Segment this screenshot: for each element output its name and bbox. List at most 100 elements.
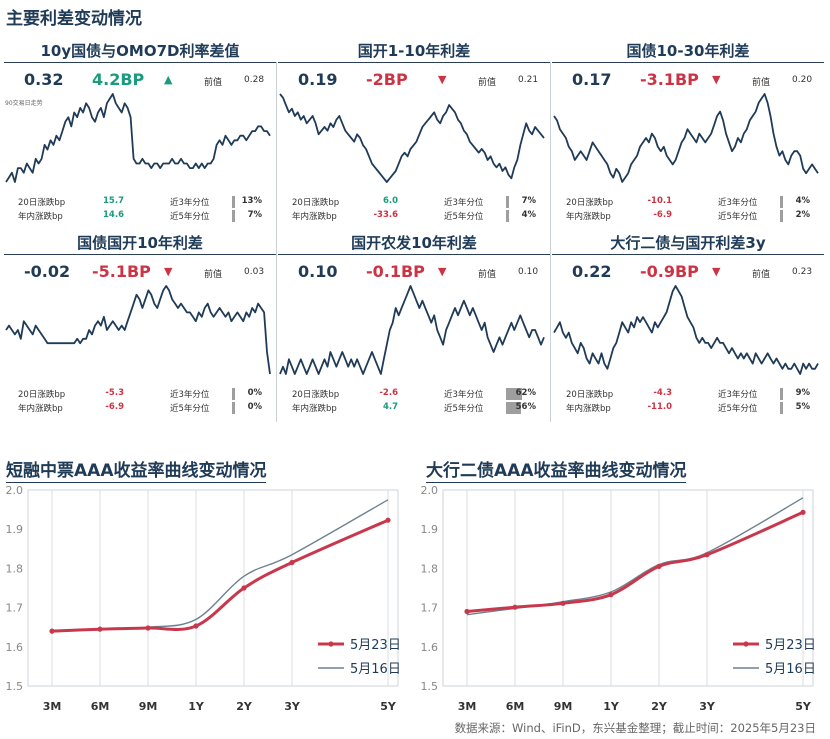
series-line-1: [466, 497, 804, 616]
legend-label: 5月23日: [350, 638, 401, 653]
prev-value: 0.10: [518, 267, 539, 277]
x-tick-label: 6M: [506, 700, 525, 713]
stat-label: 20日涨跌bp: [566, 198, 614, 208]
percentile-bar: [780, 402, 783, 414]
percentile-bar: [232, 402, 235, 414]
x-tick-label: 2Y: [651, 700, 668, 713]
percentile-label: 近3年分位: [718, 390, 758, 400]
legend-label: 5月16日: [350, 662, 401, 677]
spread-panel: 国开1-10年利差 0.19 -2BP ▼ 前值 0.21 20日涨跌bp 6.0 近3年分位 7…: [278, 40, 550, 222]
data-point: [193, 623, 199, 629]
percentile-bar: [232, 210, 235, 222]
y-tick-label: 1.8: [6, 562, 24, 575]
x-tick-label: 9M: [139, 700, 158, 713]
panel-rule: [4, 62, 276, 63]
data-point: [560, 600, 566, 606]
current-value: 0.32: [24, 70, 64, 89]
panel-divider: [550, 62, 551, 422]
percentile-value: 9%: [795, 388, 810, 398]
stat-label: 年内涨跌bp: [566, 404, 611, 414]
y-tick-label: 1.9: [6, 523, 24, 536]
prev-value: 0.03: [244, 267, 265, 277]
stat-label: 年内涨跌bp: [18, 212, 63, 222]
percentile-bar: [780, 388, 783, 400]
percentile-value: 0%: [247, 402, 262, 412]
data-point: [385, 517, 391, 523]
stat-value: -6.9: [653, 210, 672, 220]
sparkline-path: [279, 285, 545, 375]
stat-value: -6.9: [105, 402, 124, 412]
sparkline-path: [553, 285, 819, 375]
percentile-label: 近3年分位: [444, 198, 484, 208]
data-point: [97, 626, 103, 632]
x-tick-label: 3M: [458, 700, 477, 713]
stat-value: -11.0: [647, 402, 673, 412]
plot-frame: [27, 489, 399, 687]
y-tick-label: 1.5: [6, 680, 24, 693]
current-value: 0.17: [572, 70, 612, 89]
data-source-footer: 数据来源：Wind、iFinD，东兴基金整理；截止时间：2025年5月23日: [454, 721, 816, 735]
prev-label: 前值: [752, 78, 771, 88]
x-tick-label: 5Y: [795, 700, 812, 713]
x-tick-label: 2Y: [236, 700, 253, 713]
prev-value: 0.28: [244, 75, 265, 85]
percentile-bar: [232, 388, 235, 400]
percentile-value: 4%: [521, 210, 536, 220]
percentile-bar: [232, 196, 235, 208]
prev-label: 前值: [752, 270, 771, 280]
percentile-label: 近5年分位: [718, 212, 758, 222]
y-tick-label: 2.0: [421, 484, 439, 497]
percentile-bar: [506, 210, 509, 222]
stat-label: 20日涨跌bp: [18, 198, 66, 208]
change-value: -2BP: [366, 70, 408, 89]
prev-value: 0.21: [518, 75, 539, 85]
stat-label: 年内涨跌bp: [292, 212, 337, 222]
panel-rule: [4, 254, 276, 255]
trend-note: 90交易日走势: [5, 100, 43, 107]
legend-label: 5月16日: [765, 662, 816, 677]
data-point: [289, 559, 295, 566]
spread-panel: 10y国债与OMO7D利率差值 0.32 4.2BP ▲ 前值 0.28 90交易日走势 20…: [4, 40, 276, 222]
percentile-value: 7%: [247, 210, 262, 220]
down-arrow-icon: ▼: [438, 73, 447, 86]
curve-chart-title-1: 短融中票AAA收益率曲线变动情况: [6, 456, 267, 483]
down-arrow-icon: ▼: [712, 265, 721, 278]
current-value: 0.10: [298, 262, 338, 281]
down-arrow-icon: ▼: [712, 73, 721, 86]
prev-value: 0.23: [792, 267, 813, 277]
spread-panel: 国开农发10年利差 0.10 -0.1BP ▼ 前值 0.10 20日涨跌bp -2.6 近3年…: [278, 232, 550, 414]
stat-value: 6.0: [382, 196, 398, 206]
data-point: [608, 592, 614, 598]
panel-rule: [278, 62, 550, 63]
stat-label: 20日涨跌bp: [292, 390, 340, 400]
percentile-value: 56%: [515, 402, 536, 412]
stat-value: -33.6: [373, 210, 399, 220]
stat-value: -5.3: [105, 388, 124, 398]
panel-divider: [276, 62, 277, 422]
plot-frame: [442, 489, 814, 687]
sparkline-path: [5, 285, 271, 375]
y-tick-label: 1.7: [6, 602, 24, 615]
x-tick-label: 3Y: [699, 700, 716, 713]
percentile-label: 近5年分位: [170, 404, 210, 414]
panel-title: 大行二债与国开利差3y: [610, 234, 766, 252]
panel-title: 国债10-30年利差: [626, 42, 750, 60]
panel-rule: [552, 254, 824, 255]
percentile-value: 4%: [795, 196, 810, 206]
y-tick-label: 1.6: [6, 641, 24, 654]
curve-chart-bank-tier2: 1.5 1.6 1.7 1.8 1.9 2.0 3M 6M 9M 1Y 2Y 3Y 5Y 5月23日 5月1…: [421, 484, 816, 713]
x-tick-label: 3M: [43, 700, 62, 713]
percentile-label: 近5年分位: [444, 404, 484, 414]
percentile-bar: [780, 210, 783, 222]
series-line-1: [51, 499, 389, 633]
stat-label: 20日涨跌bp: [292, 198, 340, 208]
down-arrow-icon: ▼: [438, 265, 447, 278]
data-point: [656, 563, 662, 570]
percentile-label: 近3年分位: [170, 198, 210, 208]
percentile-bar: [506, 402, 521, 414]
sparkline-path: [553, 93, 819, 183]
percentile-bar: [506, 388, 522, 400]
spread-panel: 大行二债与国开利差3y 0.22 -0.9BP ▼ 前值 0.23 20日涨跌bp -4.3 近…: [552, 232, 824, 414]
data-point: [145, 625, 151, 631]
data-point: [241, 585, 247, 591]
